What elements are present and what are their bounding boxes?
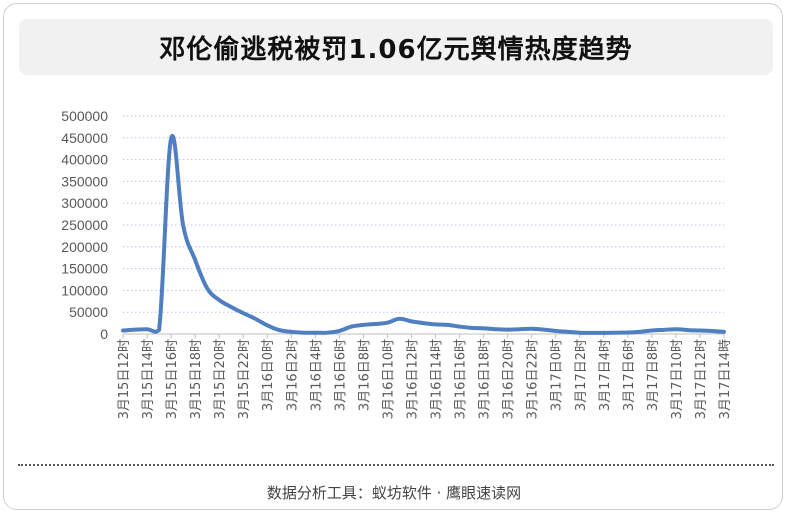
x-tick-label: 3月15日22时 — [237, 339, 252, 419]
data-point — [349, 325, 353, 329]
data-point — [698, 329, 702, 333]
x-tick-label: 3月15日14时 — [141, 339, 156, 419]
x-tick-label: 3月17日12时 — [694, 339, 709, 419]
line-chart: 0 50000 100000 150000 200000 250000 300000 3500… — [61, 108, 733, 419]
data-point — [361, 323, 365, 327]
x-tick-label: 3月16日14时 — [430, 339, 445, 419]
y-tick-label: 450000 — [61, 130, 108, 146]
data-point — [494, 327, 498, 331]
data-point — [133, 328, 137, 332]
grid-lines — [123, 115, 724, 313]
data-point — [674, 327, 678, 331]
x-tick-label: 3月17日10时 — [670, 339, 685, 419]
x-tick-label: 3月17日4时 — [598, 339, 613, 411]
data-point — [241, 311, 245, 315]
y-tick-label: 250000 — [61, 217, 108, 233]
x-tick-label: 3月17日14時 — [718, 339, 733, 419]
data-point — [626, 330, 630, 334]
data-point — [722, 330, 726, 334]
series-layer — [121, 133, 726, 335]
x-tick-label: 3月16日18时 — [478, 339, 493, 419]
x-axis-ticks: 3月15日12时 3月15日14时 3月15日16时 3月15日18时 3月15日20时… — [117, 334, 733, 419]
x-tick-label: 3月15日20时 — [213, 339, 228, 419]
data-point — [554, 329, 558, 333]
x-tick-label: 3月16日20时 — [502, 339, 517, 419]
x-tick-label: 3月17日2时 — [574, 339, 589, 411]
data-point — [373, 322, 377, 326]
data-point — [470, 326, 474, 330]
footer-divider — [18, 464, 774, 466]
data-point — [590, 331, 594, 335]
y-tick-label: 50000 — [69, 304, 108, 320]
data-point — [566, 330, 570, 334]
x-tick-label: 3月16日12时 — [405, 339, 420, 419]
x-tick-label: 3月16日4时 — [309, 339, 324, 411]
footer-credit: 数据分析工具：蚁坊软件 · 鹰眼速读网 — [266, 484, 522, 502]
x-tick-label: 3月16日2时 — [285, 339, 300, 411]
data-point — [422, 321, 426, 325]
x-tick-label: 3月17日0时 — [550, 339, 565, 411]
x-tick-label: 3月16日6时 — [333, 339, 348, 411]
y-tick-label: 500000 — [61, 108, 108, 124]
x-tick-label: 3月17日6时 — [622, 339, 637, 411]
data-point — [205, 286, 209, 290]
x-tick-label: 3月15日12时 — [117, 339, 132, 419]
y-tick-label: 150000 — [61, 261, 108, 277]
data-point — [434, 322, 438, 326]
x-tick-label: 3月16日8时 — [357, 339, 372, 411]
data-point — [397, 317, 401, 321]
x-tick-label: 3月17日8时 — [646, 339, 661, 411]
data-point — [686, 328, 690, 332]
data-point — [313, 331, 317, 335]
data-point — [518, 327, 522, 331]
y-tick-label: 400000 — [61, 152, 108, 168]
data-point — [602, 331, 606, 335]
x-tick-label: 3月16日0时 — [261, 339, 276, 411]
data-point — [638, 330, 642, 334]
data-point — [446, 323, 450, 327]
x-tick-label: 3月16日22时 — [526, 339, 541, 419]
chart-frame — [3, 3, 783, 510]
series-line — [121, 133, 726, 335]
data-point — [253, 317, 257, 321]
data-point — [614, 331, 618, 335]
data-point — [121, 329, 125, 333]
data-point — [229, 305, 233, 309]
data-point — [710, 329, 714, 333]
data-point — [542, 328, 546, 332]
data-point — [325, 331, 329, 335]
data-point — [157, 328, 161, 332]
data-point — [265, 323, 269, 327]
y-axis-ticks: 0 50000 100000 150000 200000 250000 300000 3500… — [61, 108, 108, 342]
data-point — [530, 327, 534, 331]
y-tick-label: 100000 — [61, 282, 108, 298]
data-point — [181, 223, 185, 227]
data-point — [145, 327, 149, 331]
x-tick-label: 3月15日16时 — [165, 339, 180, 419]
data-point — [217, 298, 221, 302]
x-tick-label: 3月15日18时 — [189, 339, 204, 419]
data-point — [385, 321, 389, 325]
data-point — [506, 328, 510, 332]
x-tick-label: 3月16日16时 — [454, 339, 469, 419]
data-point — [482, 326, 486, 330]
data-point — [289, 330, 293, 334]
data-point — [193, 258, 197, 262]
title-banner: 邓伦偷逃税被罚1.06亿元舆情热度趋势 — [19, 19, 773, 75]
y-tick-label: 200000 — [61, 239, 108, 255]
x-tick-label: 3月16日10时 — [381, 339, 396, 419]
data-point — [301, 331, 305, 335]
data-point — [578, 331, 582, 335]
data-point — [458, 325, 462, 329]
chart-title: 邓伦偷逃税被罚1.06亿元舆情热度趋势 — [159, 34, 633, 65]
data-point — [169, 137, 173, 141]
data-point — [337, 329, 341, 333]
data-point — [650, 329, 654, 333]
y-tick-label: 0 — [100, 326, 108, 342]
y-tick-label: 350000 — [61, 173, 108, 189]
data-point — [277, 328, 281, 332]
data-point — [409, 319, 413, 323]
y-tick-label: 300000 — [61, 195, 108, 211]
data-point — [662, 328, 666, 332]
